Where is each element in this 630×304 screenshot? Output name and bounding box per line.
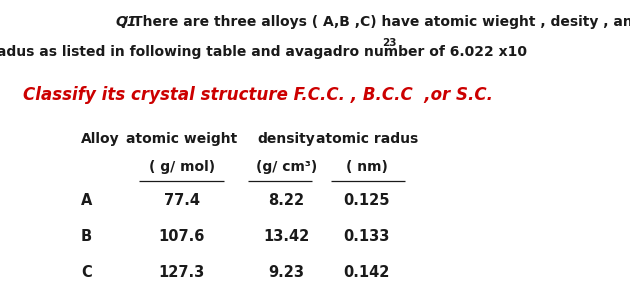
- Text: radus as listed in following table and avagadro number of 6.022 x10: radus as listed in following table and a…: [0, 45, 527, 59]
- Text: Q1/ There are three alloys ( A,B ,C) have atomic wieght , desity , and atomic: Q1/ There are three alloys ( A,B ,C) hav…: [0, 15, 558, 29]
- Text: atomic radus: atomic radus: [316, 133, 418, 147]
- Text: 9.23: 9.23: [268, 265, 304, 280]
- Text: 0.133: 0.133: [343, 229, 390, 244]
- Text: 77.4: 77.4: [164, 193, 200, 208]
- Text: ( g/ mol): ( g/ mol): [149, 160, 215, 174]
- Text: 23: 23: [382, 37, 397, 47]
- Text: density: density: [258, 133, 315, 147]
- Text: 0.125: 0.125: [343, 193, 390, 208]
- Text: 8.22: 8.22: [268, 193, 304, 208]
- Text: ( nm): ( nm): [346, 160, 387, 174]
- Text: 107.6: 107.6: [158, 229, 205, 244]
- Text: Classify its crystal structure F.C.C. , B.C.C  ,or S.C.: Classify its crystal structure F.C.C. , …: [23, 86, 493, 104]
- Text: (g/ cm³): (g/ cm³): [256, 160, 317, 174]
- Text: / There are three alloys ( A,B ,C) have atomic wieght , desity , and atomic: / There are three alloys ( A,B ,C) have …: [123, 15, 630, 29]
- Text: B: B: [81, 229, 92, 244]
- Text: C: C: [81, 265, 92, 280]
- Text: 13.42: 13.42: [263, 229, 309, 244]
- Text: 127.3: 127.3: [159, 265, 205, 280]
- Text: 0.142: 0.142: [343, 265, 390, 280]
- Text: Alloy: Alloy: [81, 133, 120, 147]
- Text: Q1: Q1: [115, 15, 137, 29]
- Text: atomic weight: atomic weight: [126, 133, 238, 147]
- Text: A: A: [81, 193, 93, 208]
